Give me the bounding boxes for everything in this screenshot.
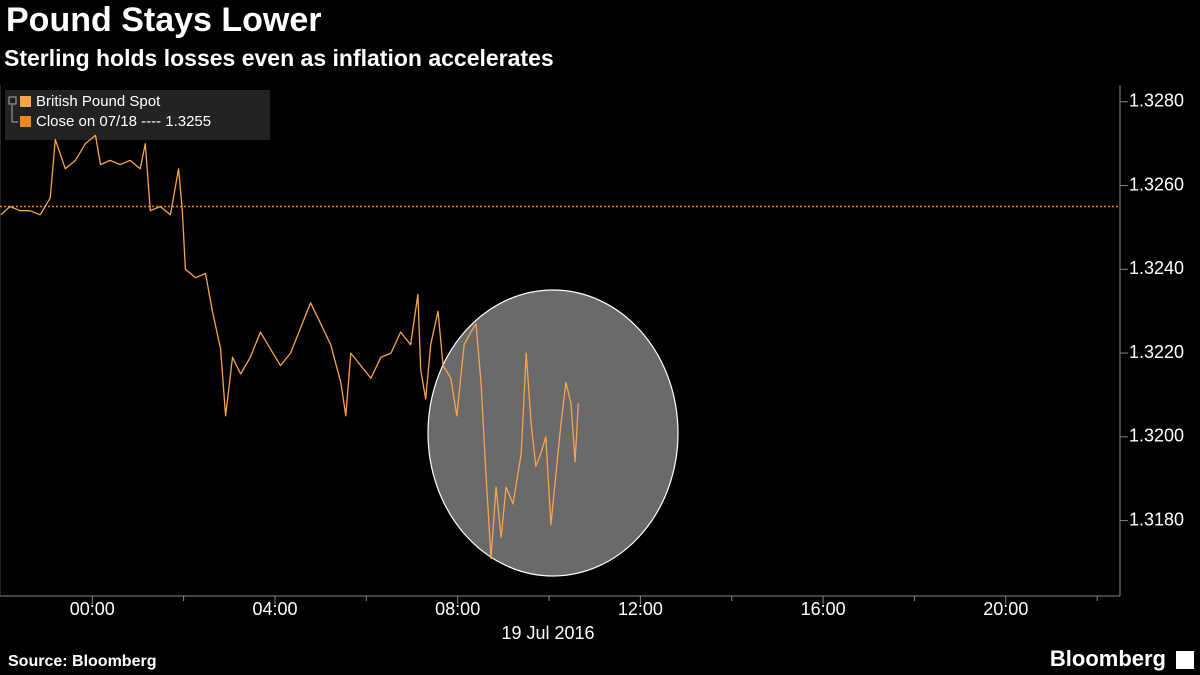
x-tick-label: 04:00	[252, 599, 297, 619]
x-tick-label: 16:00	[801, 599, 846, 619]
y-tick-label: 1.3260	[1129, 174, 1184, 194]
legend-ref-value: 1.3255	[165, 113, 211, 130]
x-tick-label: 00:00	[70, 599, 115, 619]
chart-title: Pound Stays Lower	[6, 1, 322, 39]
legend-label: Close on 07/18 ---- 1.3255	[36, 113, 211, 130]
legend-toggle	[8, 96, 17, 105]
legend-label: British Pound Spot	[36, 93, 161, 110]
x-axis-label: 19 Jul 2016	[501, 623, 594, 643]
highlight-circle	[427, 289, 679, 577]
y-tick-label: 1.3220	[1129, 342, 1184, 362]
legend-swatch	[20, 116, 31, 127]
x-tick-label: 12:00	[618, 599, 663, 619]
legend-connector	[11, 105, 18, 123]
x-tick-label: 20:00	[983, 599, 1028, 619]
source: Source: Bloomberg	[8, 653, 156, 670]
y-tick-label: 1.3280	[1129, 91, 1184, 111]
legend-swatch	[20, 96, 31, 107]
legend-box	[5, 90, 270, 140]
chart-subtitle: Sterling holds losses even as inflation …	[4, 45, 554, 71]
y-tick-label: 1.3180	[1129, 509, 1184, 529]
y-tick-label: 1.3240	[1129, 258, 1184, 278]
x-tick-label: 08:00	[435, 599, 480, 619]
y-tick-label: 1.3200	[1129, 426, 1184, 446]
brand-icon	[1176, 651, 1194, 669]
price-line	[0, 134, 579, 559]
legend-ref-label: Close on 07/18 ----	[36, 113, 161, 130]
brand: Bloomberg	[1050, 646, 1166, 671]
